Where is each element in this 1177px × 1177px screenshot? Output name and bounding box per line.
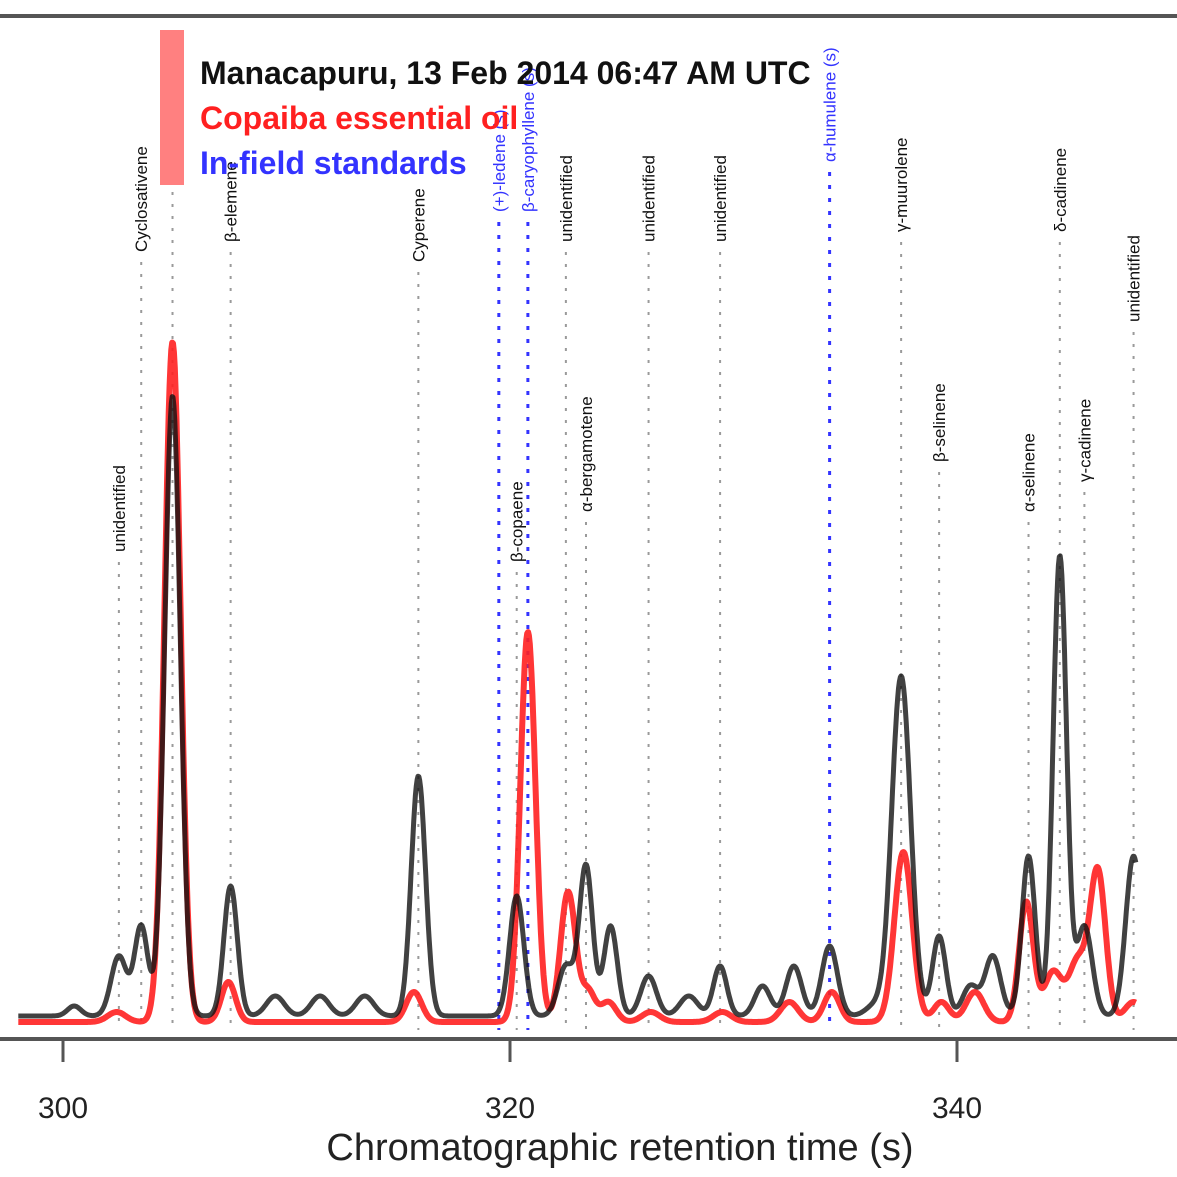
peak-label-12: α-humulene (s) (821, 47, 840, 162)
legend-entry-copaiba: Copaiba essential oil (200, 100, 518, 136)
peak-annotation-layer: unidentifiedCyclosativeneα-Copaeneβ-elem… (110, 47, 1144, 1030)
peak-label-16: δ-cadinene (1051, 148, 1070, 232)
legend: Manacapuru, 13 Feb 2014 06:47 AM UTC Cop… (160, 30, 811, 185)
peak-label-17: γ-cadinene (1075, 399, 1094, 482)
series-line-sample (16, 394, 1139, 1019)
peak-label-8: unidentified (557, 155, 576, 242)
peak-label-18: unidentified (1125, 235, 1144, 322)
peak-label-5: (+)-ledene (s) (490, 109, 509, 212)
peak-label-7: β-copaene (508, 481, 527, 562)
peak-label-3: β-elemene (222, 161, 241, 242)
legend-entry-sample: Manacapuru, 13 Feb 2014 06:47 AM UTC (200, 55, 811, 91)
x-tick-label-300: 300 (38, 1092, 88, 1125)
legend-entry-standards: In-field standards (200, 145, 467, 181)
peak-label-13: γ-muurolene (892, 138, 911, 233)
peak-label-0: unidentified (110, 465, 129, 552)
x-tick-label-340: 340 (932, 1092, 982, 1125)
series-layer (16, 339, 1139, 1025)
x-axis-title: Chromatographic retention time (s) (326, 1127, 913, 1169)
peak-label-4: Cyperene (409, 188, 428, 262)
legend-swatch-copaiba (160, 30, 184, 185)
peak-label-11: unidentified (711, 155, 730, 242)
peak-label-15: α-selinene (1020, 433, 1039, 512)
peak-label-9: α-bergamotene (577, 396, 596, 512)
peak-label-1: Cyclosativene (132, 146, 151, 252)
x-tick-label-320: 320 (485, 1092, 535, 1125)
peak-label-6: β-caryophyllene (s) (519, 67, 538, 212)
x-axis-ticks: 300 320 340 (38, 1041, 982, 1125)
peak-label-14: β-selinene (930, 383, 949, 462)
peak-label-10: unidentified (640, 155, 659, 242)
